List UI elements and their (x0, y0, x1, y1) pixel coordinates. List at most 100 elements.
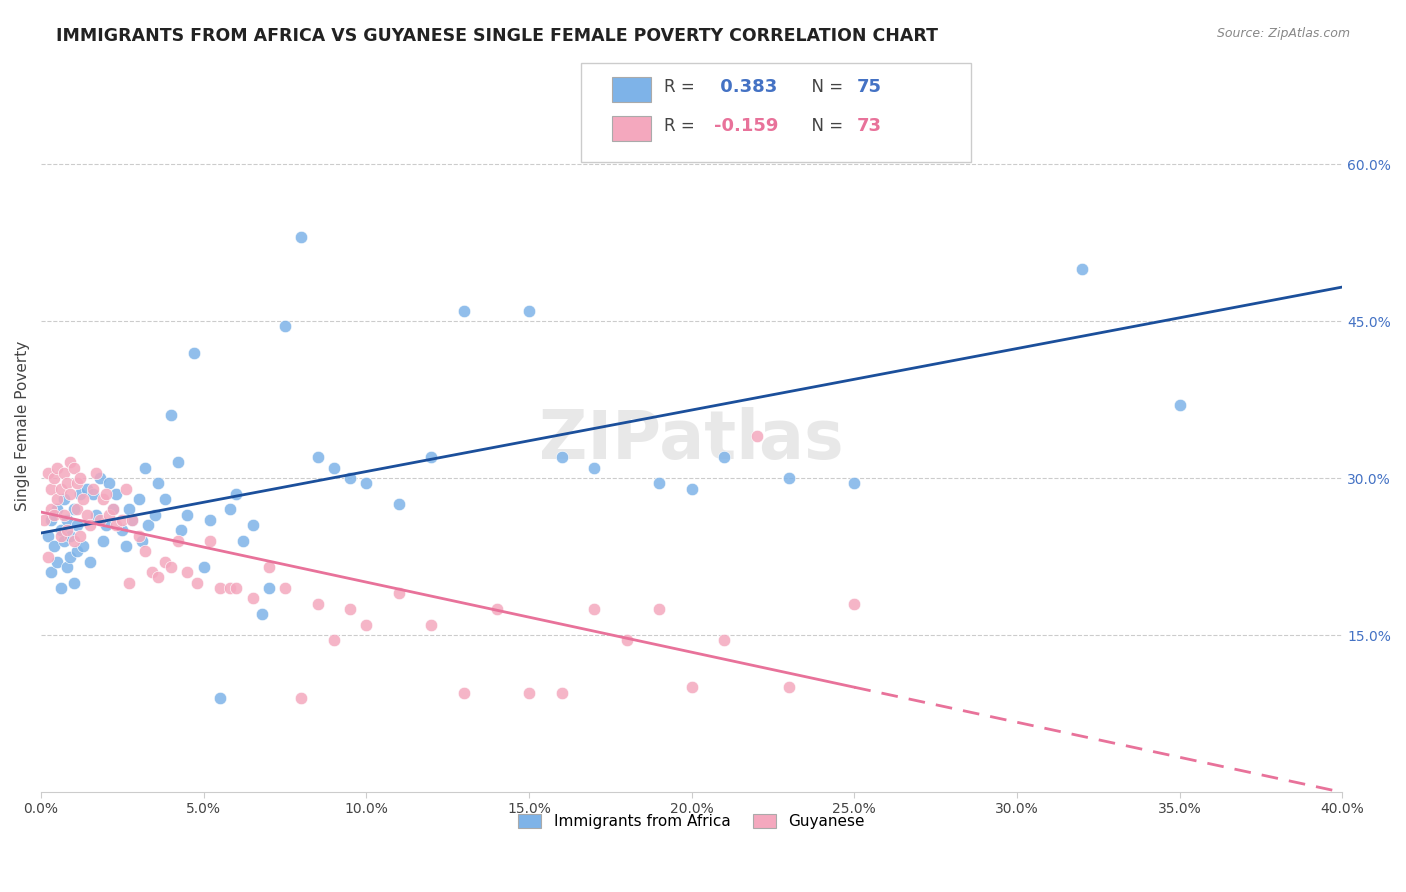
Point (517, 303, 540, 318)
Text: -0.159: -0.159 (714, 117, 778, 135)
Point (52, 466, 75, 480)
Point (128, 528, 150, 542)
Text: 0.383: 0.383 (714, 78, 778, 95)
Point (307, 450, 329, 465)
Point (252, 607, 274, 621)
Point (143, 508, 166, 522)
Legend: Immigrants from Africa, Guyanese: Immigrants from Africa, Guyanese (512, 808, 872, 836)
Y-axis label: Single Female Poverty: Single Female Poverty (15, 341, 30, 511)
Point (49, 482, 72, 496)
Point (49, 528, 72, 542)
Point (37, 549, 59, 564)
Point (89, 471, 111, 485)
Point (104, 487, 127, 501)
Point (39, 482, 62, 496)
Point (72, 491, 94, 506)
Point (208, 690, 231, 705)
Point (37, 466, 59, 480)
Point (66, 518, 89, 533)
Point (322, 633, 344, 648)
Point (583, 460, 606, 475)
Point (218, 581, 240, 595)
Point (153, 491, 176, 506)
Point (114, 539, 136, 553)
Point (141, 566, 163, 580)
Point (550, 685, 572, 699)
Point (713, 633, 735, 648)
Point (138, 518, 160, 533)
Point (111, 513, 134, 527)
Point (52, 508, 75, 522)
Point (39, 566, 62, 580)
Point (166, 455, 188, 469)
Point (62, 460, 84, 475)
Point (96, 518, 118, 533)
Point (91, 533, 114, 548)
Point (37, 528, 59, 542)
Point (681, 681, 703, 695)
Point (193, 560, 215, 574)
Text: 75: 75 (856, 78, 882, 95)
Point (98, 508, 121, 522)
Point (290, 690, 312, 705)
Point (166, 533, 188, 548)
Point (176, 566, 198, 580)
Point (242, 518, 264, 533)
Point (778, 681, 800, 695)
Point (148, 570, 170, 584)
Point (49, 524, 72, 538)
Point (56, 476, 79, 491)
Point (176, 508, 198, 522)
Text: ZIPatlas: ZIPatlas (540, 408, 844, 474)
FancyBboxPatch shape (581, 63, 972, 162)
Point (101, 502, 124, 516)
Point (56, 524, 79, 538)
Text: N =: N = (801, 117, 848, 135)
Point (225, 581, 247, 595)
Point (844, 476, 866, 491)
Point (583, 602, 606, 616)
Point (118, 502, 141, 516)
Point (114, 482, 136, 496)
Point (388, 497, 411, 511)
Point (322, 460, 344, 475)
Point (91, 491, 114, 506)
Point (616, 633, 638, 648)
Point (232, 533, 254, 548)
Point (59, 455, 82, 469)
Point (42, 471, 65, 485)
Point (485, 602, 508, 616)
Point (134, 460, 156, 475)
Point (745, 429, 768, 443)
Point (153, 555, 176, 569)
Point (200, 513, 222, 527)
Point (76, 482, 98, 496)
Point (59, 549, 82, 564)
Point (208, 581, 231, 595)
Point (42, 508, 65, 522)
Point (46, 460, 69, 475)
Point (713, 450, 735, 465)
Text: IMMIGRANTS FROM AFRICA VS GUYANESE SINGLE FEMALE POVERTY CORRELATION CHART: IMMIGRANTS FROM AFRICA VS GUYANESE SINGL… (56, 27, 938, 45)
Text: Source: ZipAtlas.com: Source: ZipAtlas.com (1216, 27, 1350, 40)
Point (34, 513, 56, 527)
Point (42, 539, 65, 553)
Point (200, 533, 222, 548)
Point (307, 597, 329, 611)
Point (186, 575, 208, 590)
Point (339, 471, 361, 485)
Point (648, 476, 671, 491)
Point (72, 539, 94, 553)
Point (242, 591, 264, 606)
Point (111, 524, 134, 538)
Point (52, 533, 75, 548)
Point (49, 581, 72, 595)
Point (160, 409, 183, 423)
Point (79, 555, 101, 569)
Point (170, 524, 193, 538)
Point (420, 617, 443, 632)
Text: R =: R = (665, 78, 700, 95)
Point (66, 476, 89, 491)
FancyBboxPatch shape (613, 116, 651, 141)
Point (82, 482, 104, 496)
